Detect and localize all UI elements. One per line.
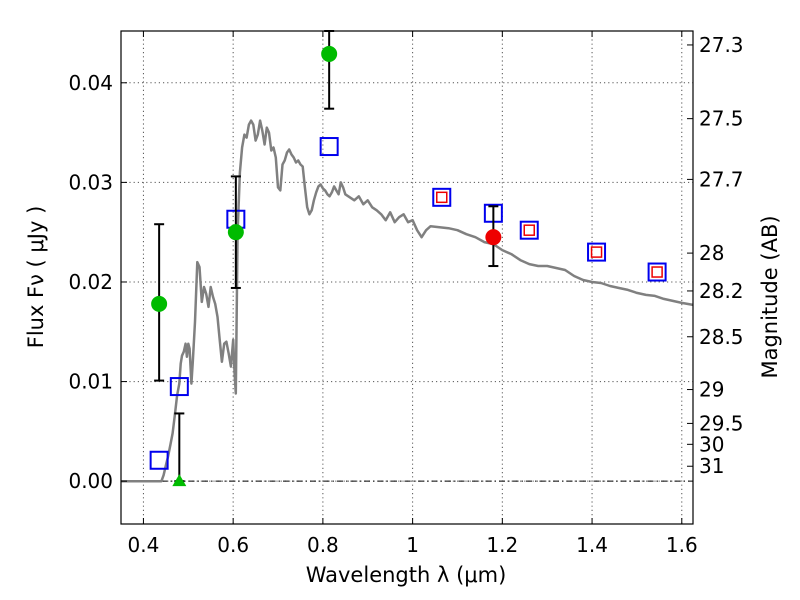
- right-tick-label: 27.7: [699, 167, 744, 191]
- observed-point: [151, 295, 168, 312]
- nir-model-square: [590, 246, 603, 258]
- ticks-layer: 0.4 0.6 0.8 1 1.2 1.4 1.6 0.00 0.01 0.02 0.03 0.04 2…: [68, 31, 744, 557]
- x-tick-label: 1.6: [666, 533, 698, 557]
- right-tick-label: 28: [699, 241, 724, 265]
- right-tick-label: 28.5: [699, 325, 744, 349]
- x-axis-label: Wavelength λ (μm): [306, 563, 507, 587]
- model-photometry-square: [647, 262, 667, 282]
- x-tick-label: 1: [406, 533, 419, 557]
- model-photometry-square: [319, 137, 339, 157]
- y-tick-label: 0.00: [68, 469, 113, 493]
- nir-model-square: [651, 266, 663, 278]
- right-tick-label: 30: [699, 432, 724, 456]
- x-tick-label: 0.6: [217, 533, 249, 557]
- observed-point: [227, 224, 244, 241]
- model-photometry-square: [169, 377, 189, 397]
- nir-model-square: [523, 224, 536, 236]
- marks-layer: [149, 30, 667, 487]
- x-tick-label: 1.4: [576, 533, 608, 557]
- right-tick-label: 27.5: [699, 107, 744, 131]
- right-tick-label: 27.3: [699, 33, 744, 57]
- plot-frame: [120, 30, 694, 525]
- right-tick-label: 29: [699, 378, 724, 402]
- x-tick-label: 0.4: [128, 533, 160, 557]
- y-axis-label: Flux Fν ( μJy ): [24, 206, 48, 349]
- grid-layer: [121, 31, 693, 524]
- upper-limit-triangle: [172, 474, 187, 487]
- right-tick-label: 31: [699, 454, 724, 478]
- model-photometry-square: [519, 220, 539, 240]
- nir-observed-point: [485, 229, 502, 246]
- model-photometry-square: [149, 450, 169, 470]
- right-axis-label: Magnitude (AB): [758, 215, 782, 378]
- model-sed-curve: [121, 119, 694, 483]
- x-tick-label: 1.2: [486, 533, 518, 557]
- y-tick-label: 0.01: [68, 370, 113, 394]
- y-tick-label: 0.04: [68, 71, 113, 95]
- y-tick-label: 0.03: [68, 170, 113, 194]
- x-tick-label: 0.8: [307, 533, 339, 557]
- model-photometry-square: [587, 242, 607, 262]
- right-tick-label: 29.5: [699, 411, 744, 435]
- y-tick-label: 0.02: [68, 270, 113, 294]
- right-tick-label: 28.2: [699, 279, 744, 303]
- model-photometry-square: [432, 187, 452, 207]
- nir-model-square: [436, 191, 448, 204]
- observed-point: [321, 45, 338, 62]
